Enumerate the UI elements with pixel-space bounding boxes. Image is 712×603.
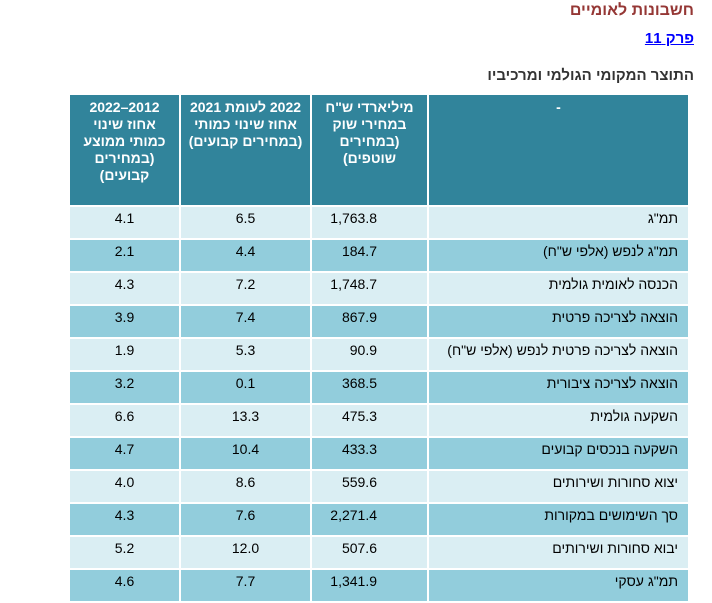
column-header-label: - <box>429 95 688 205</box>
row-label: הוצאה לצריכה פרטית לנפש (אלפי ש"ח) <box>429 339 688 370</box>
table-row: הוצאה לצריכה פרטית לנפש (אלפי ש"ח) 90.9 5.… <box>70 339 688 370</box>
value-cell: 1,763.8 <box>312 207 427 238</box>
avg-change-cell: 1.9 <box>70 339 179 370</box>
column-header-change-2022: 2022 לעומת 2021 אחוז שינוי כמותי (במחירי… <box>181 95 310 205</box>
row-label: הוצאה לצריכה ציבורית <box>429 372 688 403</box>
column-header-value: מיליארדי ש"ח במחירי שוק (במחירים שוטפים) <box>312 95 427 205</box>
change-2022-cell: 7.4 <box>181 306 310 337</box>
avg-change-cell: 4.7 <box>70 438 179 469</box>
chapter-link[interactable]: פרק 11 <box>644 30 694 47</box>
table-row: השקעה גולמית 475.3 13.3 6.6 <box>70 405 688 436</box>
avg-change-cell: 4.3 <box>70 273 179 304</box>
change-2022-cell: 7.2 <box>181 273 310 304</box>
change-2022-cell: 8.6 <box>181 471 310 502</box>
change-2022-cell: 12.0 <box>181 537 310 568</box>
value-cell: 368.5 <box>312 372 427 403</box>
value-cell: 559.6 <box>312 471 427 502</box>
row-label: תמ"ג <box>429 207 688 238</box>
change-2022-cell: 10.4 <box>181 438 310 469</box>
avg-change-cell: 3.9 <box>70 306 179 337</box>
change-2022-cell: 6.5 <box>181 207 310 238</box>
value-cell: 507.6 <box>312 537 427 568</box>
gdp-table: - מיליארדי ש"ח במחירי שוק (במחירים שוטפי… <box>68 93 690 603</box>
table-row: יצוא סחורות ושירותים 559.6 8.6 4.0 <box>70 471 688 502</box>
row-label: השקעה גולמית <box>429 405 688 436</box>
table-row: תמ"ג לנפש (אלפי ש"ח) 184.7 4.4 2.1 <box>70 240 688 271</box>
row-label: יבוא סחורות ושירותים <box>429 537 688 568</box>
row-label: יצוא סחורות ושירותים <box>429 471 688 502</box>
avg-change-cell: 2.1 <box>70 240 179 271</box>
avg-change-cell: 3.2 <box>70 372 179 403</box>
table-row: יבוא סחורות ושירותים 507.6 12.0 5.2 <box>70 537 688 568</box>
page-title: חשבונות לאומיים <box>569 2 694 19</box>
value-cell: 475.3 <box>312 405 427 436</box>
avg-change-cell: 4.6 <box>70 570 179 601</box>
column-header-avg-change: 2012–2022 אחוז שינוי כמותי ממוצע (במחירי… <box>70 95 179 205</box>
row-label: השקעה בנכסים קבועים <box>429 438 688 469</box>
change-2022-cell: 7.7 <box>181 570 310 601</box>
table-title: התוצר המקומי הגולמי ומרכיביו <box>487 67 694 84</box>
change-2022-cell: 0.1 <box>181 372 310 403</box>
value-cell: 433.3 <box>312 438 427 469</box>
value-cell: 184.7 <box>312 240 427 271</box>
change-2022-cell: 7.6 <box>181 504 310 535</box>
table-row: סך השימושים במקורות 2,271.4 7.6 4.3 <box>70 504 688 535</box>
row-label: סך השימושים במקורות <box>429 504 688 535</box>
table-header-row: - מיליארדי ש"ח במחירי שוק (במחירים שוטפי… <box>70 95 688 205</box>
value-cell: 2,271.4 <box>312 504 427 535</box>
table-row: הוצאה לצריכה ציבורית 368.5 0.1 3.2 <box>70 372 688 403</box>
table-row: הכנסה לאומית גולמית 1,748.7 7.2 4.3 <box>70 273 688 304</box>
avg-change-cell: 4.0 <box>70 471 179 502</box>
table-row: תמ"ג עסקי 1,341.9 7.7 4.6 <box>70 570 688 601</box>
row-label: תמ"ג לנפש (אלפי ש"ח) <box>429 240 688 271</box>
row-label: תמ"ג עסקי <box>429 570 688 601</box>
avg-change-cell: 6.6 <box>70 405 179 436</box>
avg-change-cell: 4.1 <box>70 207 179 238</box>
change-2022-cell: 5.3 <box>181 339 310 370</box>
value-cell: 1,341.9 <box>312 570 427 601</box>
row-label: הכנסה לאומית גולמית <box>429 273 688 304</box>
row-label: הוצאה לצריכה פרטית <box>429 306 688 337</box>
table-row: הוצאה לצריכה פרטית 867.9 7.4 3.9 <box>70 306 688 337</box>
value-cell: 867.9 <box>312 306 427 337</box>
avg-change-cell: 4.3 <box>70 504 179 535</box>
change-2022-cell: 13.3 <box>181 405 310 436</box>
table-row: תמ"ג 1,763.8 6.5 4.1 <box>70 207 688 238</box>
value-cell: 90.9 <box>312 339 427 370</box>
table-row: השקעה בנכסים קבועים 433.3 10.4 4.7 <box>70 438 688 469</box>
avg-change-cell: 5.2 <box>70 537 179 568</box>
value-cell: 1,748.7 <box>312 273 427 304</box>
change-2022-cell: 4.4 <box>181 240 310 271</box>
